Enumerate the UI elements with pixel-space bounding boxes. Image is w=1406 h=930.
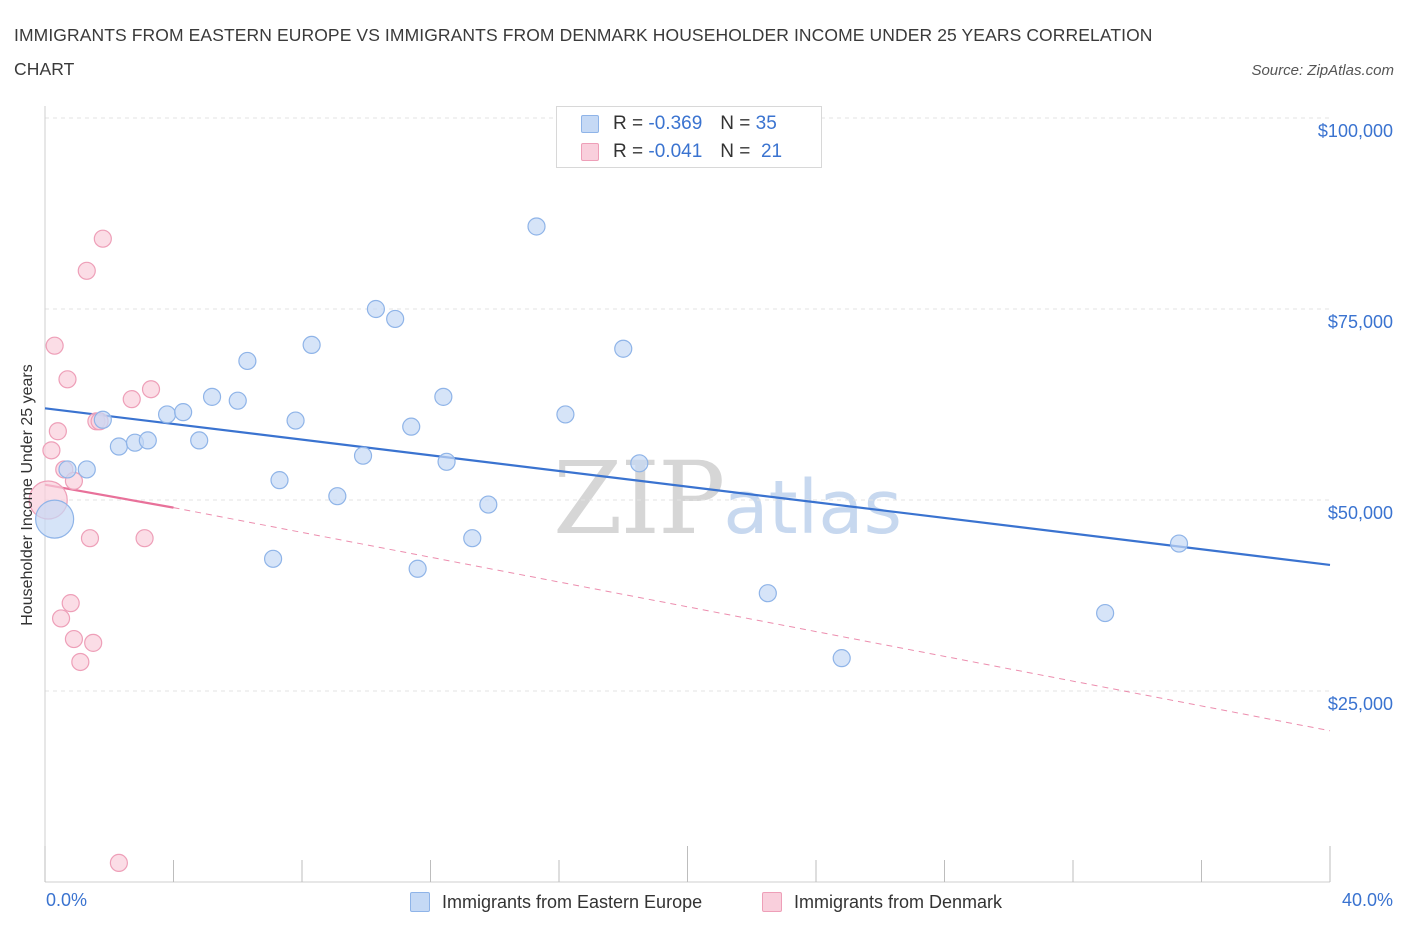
data-point	[51, 609, 71, 628]
data-point	[1169, 534, 1189, 553]
y-axis-label-wrap: Householder Income Under 25 years	[14, 330, 42, 660]
data-point	[109, 853, 128, 873]
data-point	[77, 460, 96, 479]
data-point	[80, 529, 100, 548]
legend-r-value: -0.041	[648, 141, 703, 162]
data-point	[122, 390, 141, 409]
watermark-atlas: atlas	[723, 465, 903, 551]
data-point	[386, 309, 405, 329]
legend-r-label: R =	[613, 113, 644, 134]
data-point	[58, 370, 77, 389]
data-point	[366, 299, 385, 319]
legend-r-label: R =	[613, 141, 644, 162]
bottom-legend-label: Immigrants from Eastern Europe	[442, 891, 703, 912]
legend-row-denmark: R = -0.041 N = 21	[581, 139, 782, 165]
y-tick-label: $75,000	[1327, 312, 1393, 332]
data-point	[1096, 603, 1115, 623]
legend-row-eastern-europe: R = -0.369 N = 35	[581, 111, 777, 137]
legend-r-value: -0.369	[648, 113, 703, 134]
y-tick-label: $50,000	[1327, 503, 1393, 523]
data-point	[832, 649, 851, 668]
data-point	[437, 452, 456, 471]
bottom-legend-denmark: Immigrants from Denmark	[762, 889, 1002, 915]
data-point	[138, 431, 157, 450]
bottom-legend-label: Immigrants from Denmark	[794, 891, 1003, 912]
data-point	[58, 460, 77, 479]
data-point	[434, 387, 453, 406]
data-point	[263, 549, 283, 568]
data-point	[228, 391, 247, 410]
legend-n-label: N =	[720, 141, 751, 162]
data-point	[45, 336, 64, 355]
y-tick-label: $25,000	[1327, 694, 1393, 714]
data-point	[71, 652, 90, 672]
trend-line	[44, 483, 174, 509]
data-point	[302, 335, 321, 355]
data-point	[93, 410, 112, 429]
data-point	[84, 633, 103, 652]
data-point	[48, 422, 67, 441]
data-point	[286, 411, 305, 430]
trend-line-extension	[173, 507, 1331, 732]
x-tick-label-min: 0.0%	[46, 890, 88, 910]
data-point	[77, 261, 96, 280]
legend-swatch-pink	[581, 143, 599, 161]
data-point	[35, 499, 75, 539]
bottom-legend-swatch-blue	[410, 892, 430, 912]
axes	[44, 106, 1331, 883]
data-point	[408, 559, 427, 578]
trend-lines	[44, 407, 1331, 732]
data-point	[174, 403, 193, 422]
legend-n-value: 35	[755, 113, 777, 134]
legend-swatch-blue	[581, 115, 599, 133]
data-point	[141, 380, 161, 399]
data-point	[135, 529, 154, 548]
data-point	[556, 405, 575, 424]
data-point	[93, 229, 112, 248]
data-point	[630, 454, 649, 473]
data-point	[64, 629, 84, 649]
data-point	[614, 339, 633, 358]
correlation-legend: R = -0.369 N = 35 R = -0.041 N = 21	[556, 106, 822, 168]
data-point	[190, 431, 209, 450]
data-point	[109, 437, 128, 456]
y-tick-label: $100,000	[1317, 121, 1393, 141]
data-point	[479, 495, 498, 514]
data-point	[42, 441, 61, 460]
x-tick-label-max: 40.0%	[1341, 890, 1393, 910]
trend-line	[44, 407, 1331, 567]
legend-n-label: N =	[720, 113, 751, 134]
data-point	[402, 417, 421, 436]
y-axis-label: Householder Income Under 25 years	[19, 364, 36, 626]
legend-n-value: 21	[760, 141, 783, 162]
data-point	[758, 584, 777, 603]
data-point	[353, 446, 373, 465]
data-point	[61, 594, 80, 613]
source-label: Source: ZipAtlas.com	[1251, 62, 1394, 79]
data-point	[270, 471, 289, 490]
data-point	[527, 217, 546, 236]
data-point	[202, 387, 222, 406]
bottom-legend-swatch-pink	[762, 892, 782, 912]
bottom-legend-eastern-europe: Immigrants from Eastern Europe	[410, 889, 702, 915]
data-point	[463, 529, 482, 548]
data-point	[238, 351, 257, 371]
data-points	[28, 217, 1189, 873]
data-point	[157, 405, 177, 424]
data-point	[328, 487, 347, 506]
chart-title: IMMIGRANTS FROM EASTERN EUROPE VS IMMIGR…	[14, 25, 1153, 79]
